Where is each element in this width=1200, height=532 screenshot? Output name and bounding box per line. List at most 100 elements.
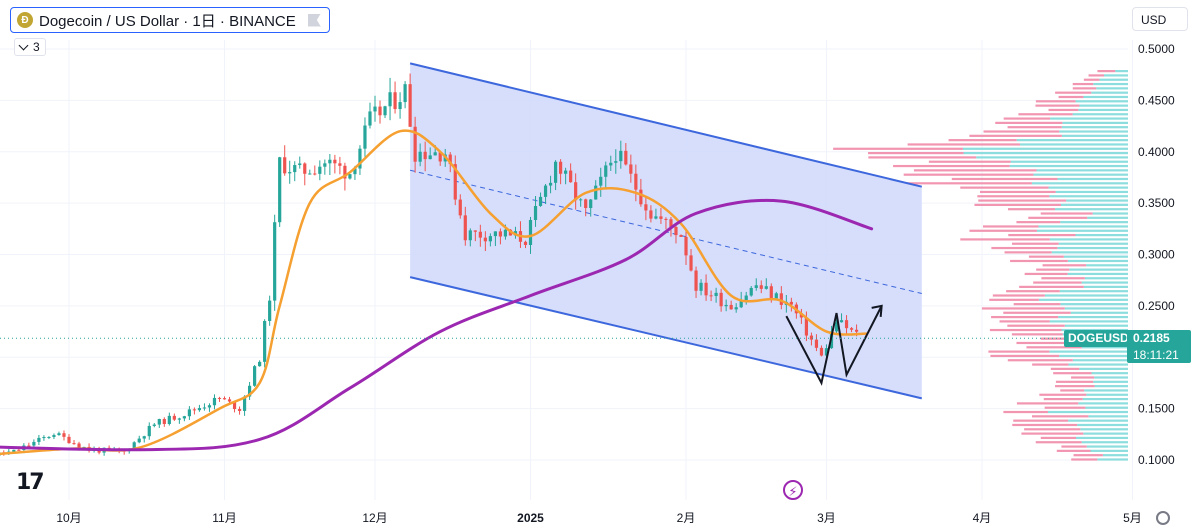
volume-profile-bar-up — [1094, 385, 1128, 388]
candle-body — [433, 152, 437, 156]
candle-body — [388, 92, 392, 107]
volume-profile-bar-up — [1099, 78, 1128, 81]
candle-body — [177, 418, 181, 420]
volume-profile-bar-down — [1013, 303, 1061, 306]
candle-body — [779, 293, 783, 305]
candle-body — [278, 157, 282, 223]
candle-body — [333, 159, 337, 164]
volume-profile-bar-up — [1077, 423, 1128, 427]
volume-profile-bar-down — [981, 307, 1065, 310]
indicators-toggle[interactable]: 3 — [14, 38, 46, 56]
volume-profile-bar-up — [1067, 272, 1128, 276]
candle-body — [423, 151, 427, 160]
volume-profile-bar-up — [1088, 415, 1128, 418]
volume-profile-bar-up — [1038, 225, 1128, 228]
volume-profile-bar-up — [1069, 268, 1128, 271]
volume-profile-bar-down — [1033, 281, 1082, 284]
currency-selector[interactable]: USD — [1132, 7, 1188, 31]
time-tick-label: 12月 — [362, 511, 387, 525]
candle-body — [543, 185, 548, 197]
volume-profile-bar-up — [1059, 290, 1128, 293]
volume-profile-bar-up — [1096, 87, 1128, 90]
candle-body — [553, 161, 558, 183]
volume-profile-bar-down — [1035, 100, 1076, 103]
settings-gear-icon[interactable] — [1156, 511, 1170, 525]
volume-profile-bar-down — [1018, 113, 1073, 116]
volume-profile-bar-down — [1011, 242, 1059, 245]
candle-body — [52, 435, 56, 437]
volume-profile-bar-up — [1050, 117, 1128, 120]
volume-profile-bar-up — [1078, 402, 1128, 405]
candle-body — [237, 409, 242, 411]
volume-profile-bar-up — [1048, 186, 1128, 189]
channel-lower-line — [409, 276, 923, 400]
candle-body — [764, 286, 768, 289]
candle-body — [629, 164, 633, 174]
volume-profile-bar-up — [1058, 242, 1128, 245]
volume-profile-bar-up — [1097, 458, 1128, 461]
volume-profile-bar-down — [980, 190, 1056, 194]
candle-body — [824, 348, 829, 356]
volume-profile-bar-down — [991, 315, 1059, 319]
volume-profile-bar-down — [951, 177, 1058, 181]
candle-body — [639, 189, 643, 205]
tradingview-logo-icon[interactable]: 17 — [16, 470, 45, 495]
volume-profile-bar-up — [1038, 298, 1128, 301]
volume-profile-bar-down — [1016, 341, 1081, 345]
candle-body — [137, 438, 141, 443]
volume-profile-bar-up — [1090, 449, 1128, 452]
candle-body — [854, 329, 859, 332]
candle-body — [258, 361, 262, 367]
volume-profile-bar-up — [1080, 428, 1128, 431]
volume-profile-bar-up — [1058, 315, 1128, 319]
candle-body — [408, 84, 412, 127]
lightning-icon[interactable]: ⚡ — [783, 480, 803, 500]
volume-profile-bar-down — [1071, 376, 1095, 379]
candle-body — [483, 237, 487, 242]
symbol-title[interactable]: Ð Dogecoin / US Dollar · 1日 · BINANCE — [10, 7, 330, 33]
volume-profile-bar-down — [1032, 415, 1089, 418]
candle-body — [579, 199, 583, 201]
volume-profile-bar-down — [1055, 385, 1095, 388]
volume-profile-bar-down — [1061, 445, 1087, 448]
volume-profile-bar-up — [1049, 195, 1128, 198]
flag-icon[interactable] — [307, 13, 321, 27]
candle-body — [699, 282, 703, 291]
volume-profile-bar-up — [1051, 251, 1128, 254]
candle-body — [207, 405, 212, 408]
price-tick-label: 0.4500 — [1138, 93, 1175, 107]
volume-profile-bar-down — [1055, 380, 1094, 383]
candle-body — [659, 216, 663, 219]
volume-profile-bar-up — [1083, 432, 1128, 435]
volume-profile-bar-up — [1081, 281, 1128, 284]
candle-body — [47, 436, 51, 438]
candle-body — [222, 398, 227, 400]
volume-profile-bar-down — [1042, 264, 1087, 267]
candle-body — [373, 106, 377, 112]
candle-body — [814, 339, 819, 348]
volume-profile-bar-down — [1060, 389, 1085, 392]
volume-profile-bar-up — [1010, 160, 1128, 163]
volume-profile-bar-up — [1087, 216, 1128, 219]
candle-body — [503, 229, 508, 237]
candle-body — [42, 437, 46, 439]
volume-profile-bar-down — [913, 169, 1037, 172]
volume-profile-bar-down — [983, 130, 1060, 133]
price-tick-label: 0.2500 — [1138, 299, 1175, 313]
volume-profile-bar-up — [1033, 173, 1128, 176]
symbol-title-text: Dogecoin / US Dollar · 1日 · BINANCE — [39, 12, 296, 30]
candle-body — [604, 165, 608, 177]
volume-profile-bar-down — [1055, 91, 1092, 94]
candle-body — [197, 408, 202, 411]
ma-fast-line — [0, 129, 868, 456]
candle-body — [448, 154, 452, 165]
volume-profile-bar-up — [1091, 372, 1128, 375]
candle-body — [418, 151, 422, 162]
volume-profile-bar-down — [907, 143, 1021, 146]
candle-body — [413, 126, 417, 162]
candle-body — [599, 176, 603, 186]
volume-profile-bar-down — [833, 147, 963, 150]
candle-body — [37, 437, 41, 442]
candle-body — [308, 173, 312, 175]
